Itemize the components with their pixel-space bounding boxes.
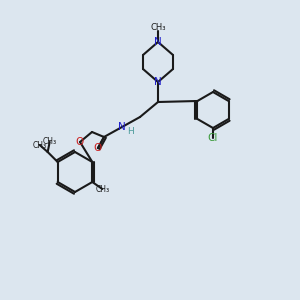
Text: H: H [128,128,134,136]
Text: CH₃: CH₃ [150,22,166,32]
Text: Cl: Cl [208,133,218,143]
Text: O: O [94,143,102,153]
Text: CH₃: CH₃ [95,184,110,194]
Text: N: N [118,122,126,132]
Text: CH₃: CH₃ [43,137,57,146]
Text: O: O [76,137,84,147]
Text: CH₃: CH₃ [33,140,47,149]
Text: N: N [154,77,162,87]
Text: N: N [154,37,162,47]
